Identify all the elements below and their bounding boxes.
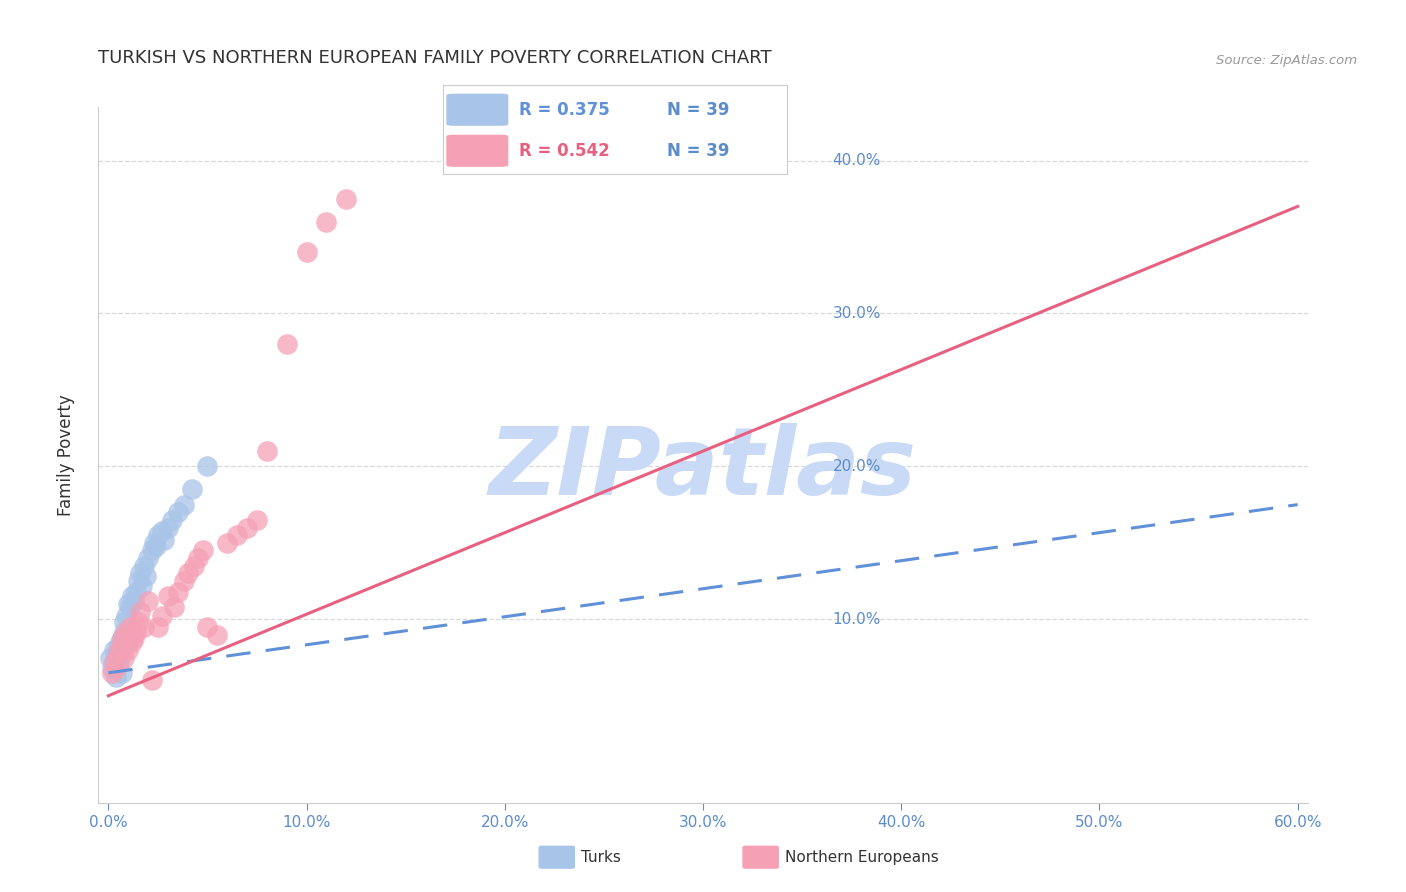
Point: [146, 620, 169, 634]
Point: [173, 574, 195, 588]
Point: [145, 539, 167, 553]
Point: [156, 590, 179, 604]
Text: Northern Europeans: Northern Europeans: [785, 850, 938, 864]
Point: [98, 650, 121, 665]
Point: [117, 597, 139, 611]
Point: [120, 620, 142, 634]
Point: [121, 590, 143, 604]
Point: [150, 609, 173, 624]
Point: [246, 513, 269, 527]
Point: [103, 643, 125, 657]
Point: [197, 459, 219, 474]
Text: R = 0.375: R = 0.375: [519, 101, 609, 119]
Point: [107, 640, 129, 654]
Text: N = 39: N = 39: [666, 101, 730, 119]
Point: [315, 215, 337, 229]
Point: [256, 444, 278, 458]
FancyBboxPatch shape: [446, 94, 509, 126]
Point: [101, 665, 124, 680]
FancyBboxPatch shape: [446, 135, 509, 167]
Point: [111, 631, 134, 645]
Point: [110, 650, 132, 665]
Point: [183, 558, 205, 573]
Point: [197, 620, 219, 634]
Point: [166, 584, 188, 599]
Point: [107, 646, 129, 660]
Point: [132, 558, 155, 573]
Point: [160, 513, 183, 527]
Text: 40.0%: 40.0%: [832, 153, 880, 168]
Point: [335, 192, 357, 206]
Text: TURKISH VS NORTHERN EUROPEAN FAMILY POVERTY CORRELATION CHART: TURKISH VS NORTHERN EUROPEAN FAMILY POVE…: [98, 49, 772, 67]
Text: 10.0%: 10.0%: [832, 612, 880, 627]
Point: [110, 635, 132, 649]
Point: [103, 655, 125, 669]
Point: [105, 646, 128, 660]
Point: [132, 620, 155, 634]
Point: [122, 594, 145, 608]
Point: [186, 551, 208, 566]
Point: [127, 574, 149, 588]
Point: [112, 615, 135, 630]
Point: [129, 605, 152, 619]
Point: [112, 624, 135, 639]
Point: [236, 520, 259, 534]
Point: [117, 643, 139, 657]
Point: [107, 658, 129, 673]
Point: [163, 600, 186, 615]
Point: [110, 640, 132, 654]
Point: [146, 528, 169, 542]
Point: [115, 609, 138, 624]
Point: [136, 551, 159, 566]
Point: [176, 566, 198, 581]
Point: [129, 566, 152, 581]
Point: [105, 670, 128, 684]
Point: [135, 569, 157, 583]
Point: [217, 536, 239, 550]
Point: [112, 650, 135, 665]
Point: [122, 631, 145, 645]
Text: N = 39: N = 39: [666, 142, 730, 160]
Point: [105, 661, 128, 675]
Point: [120, 600, 142, 615]
Point: [166, 505, 188, 519]
Point: [153, 533, 176, 547]
Point: [180, 483, 202, 497]
Text: Turks: Turks: [581, 850, 620, 864]
Point: [117, 635, 139, 649]
Point: [193, 543, 215, 558]
Point: [141, 673, 163, 688]
Point: [276, 337, 298, 351]
Point: [226, 528, 249, 542]
Point: [115, 624, 138, 639]
Point: [141, 543, 163, 558]
Point: [103, 655, 125, 669]
Point: [111, 631, 134, 645]
Point: [142, 536, 165, 550]
Y-axis label: Family Poverty: Family Poverty: [56, 394, 75, 516]
Point: [295, 245, 318, 260]
Point: [131, 579, 153, 593]
Point: [136, 594, 159, 608]
Text: 20.0%: 20.0%: [832, 458, 880, 474]
Point: [150, 524, 173, 538]
Point: [127, 615, 149, 630]
Text: ZIPatlas: ZIPatlas: [489, 423, 917, 515]
Point: [125, 584, 148, 599]
Point: [101, 661, 124, 675]
Text: R = 0.542: R = 0.542: [519, 142, 609, 160]
Point: [111, 665, 134, 680]
Point: [121, 635, 143, 649]
Text: Source: ZipAtlas.com: Source: ZipAtlas.com: [1216, 54, 1357, 67]
Point: [156, 520, 179, 534]
Point: [125, 624, 148, 639]
Text: 30.0%: 30.0%: [832, 306, 882, 321]
Point: [207, 627, 229, 641]
Point: [173, 498, 195, 512]
